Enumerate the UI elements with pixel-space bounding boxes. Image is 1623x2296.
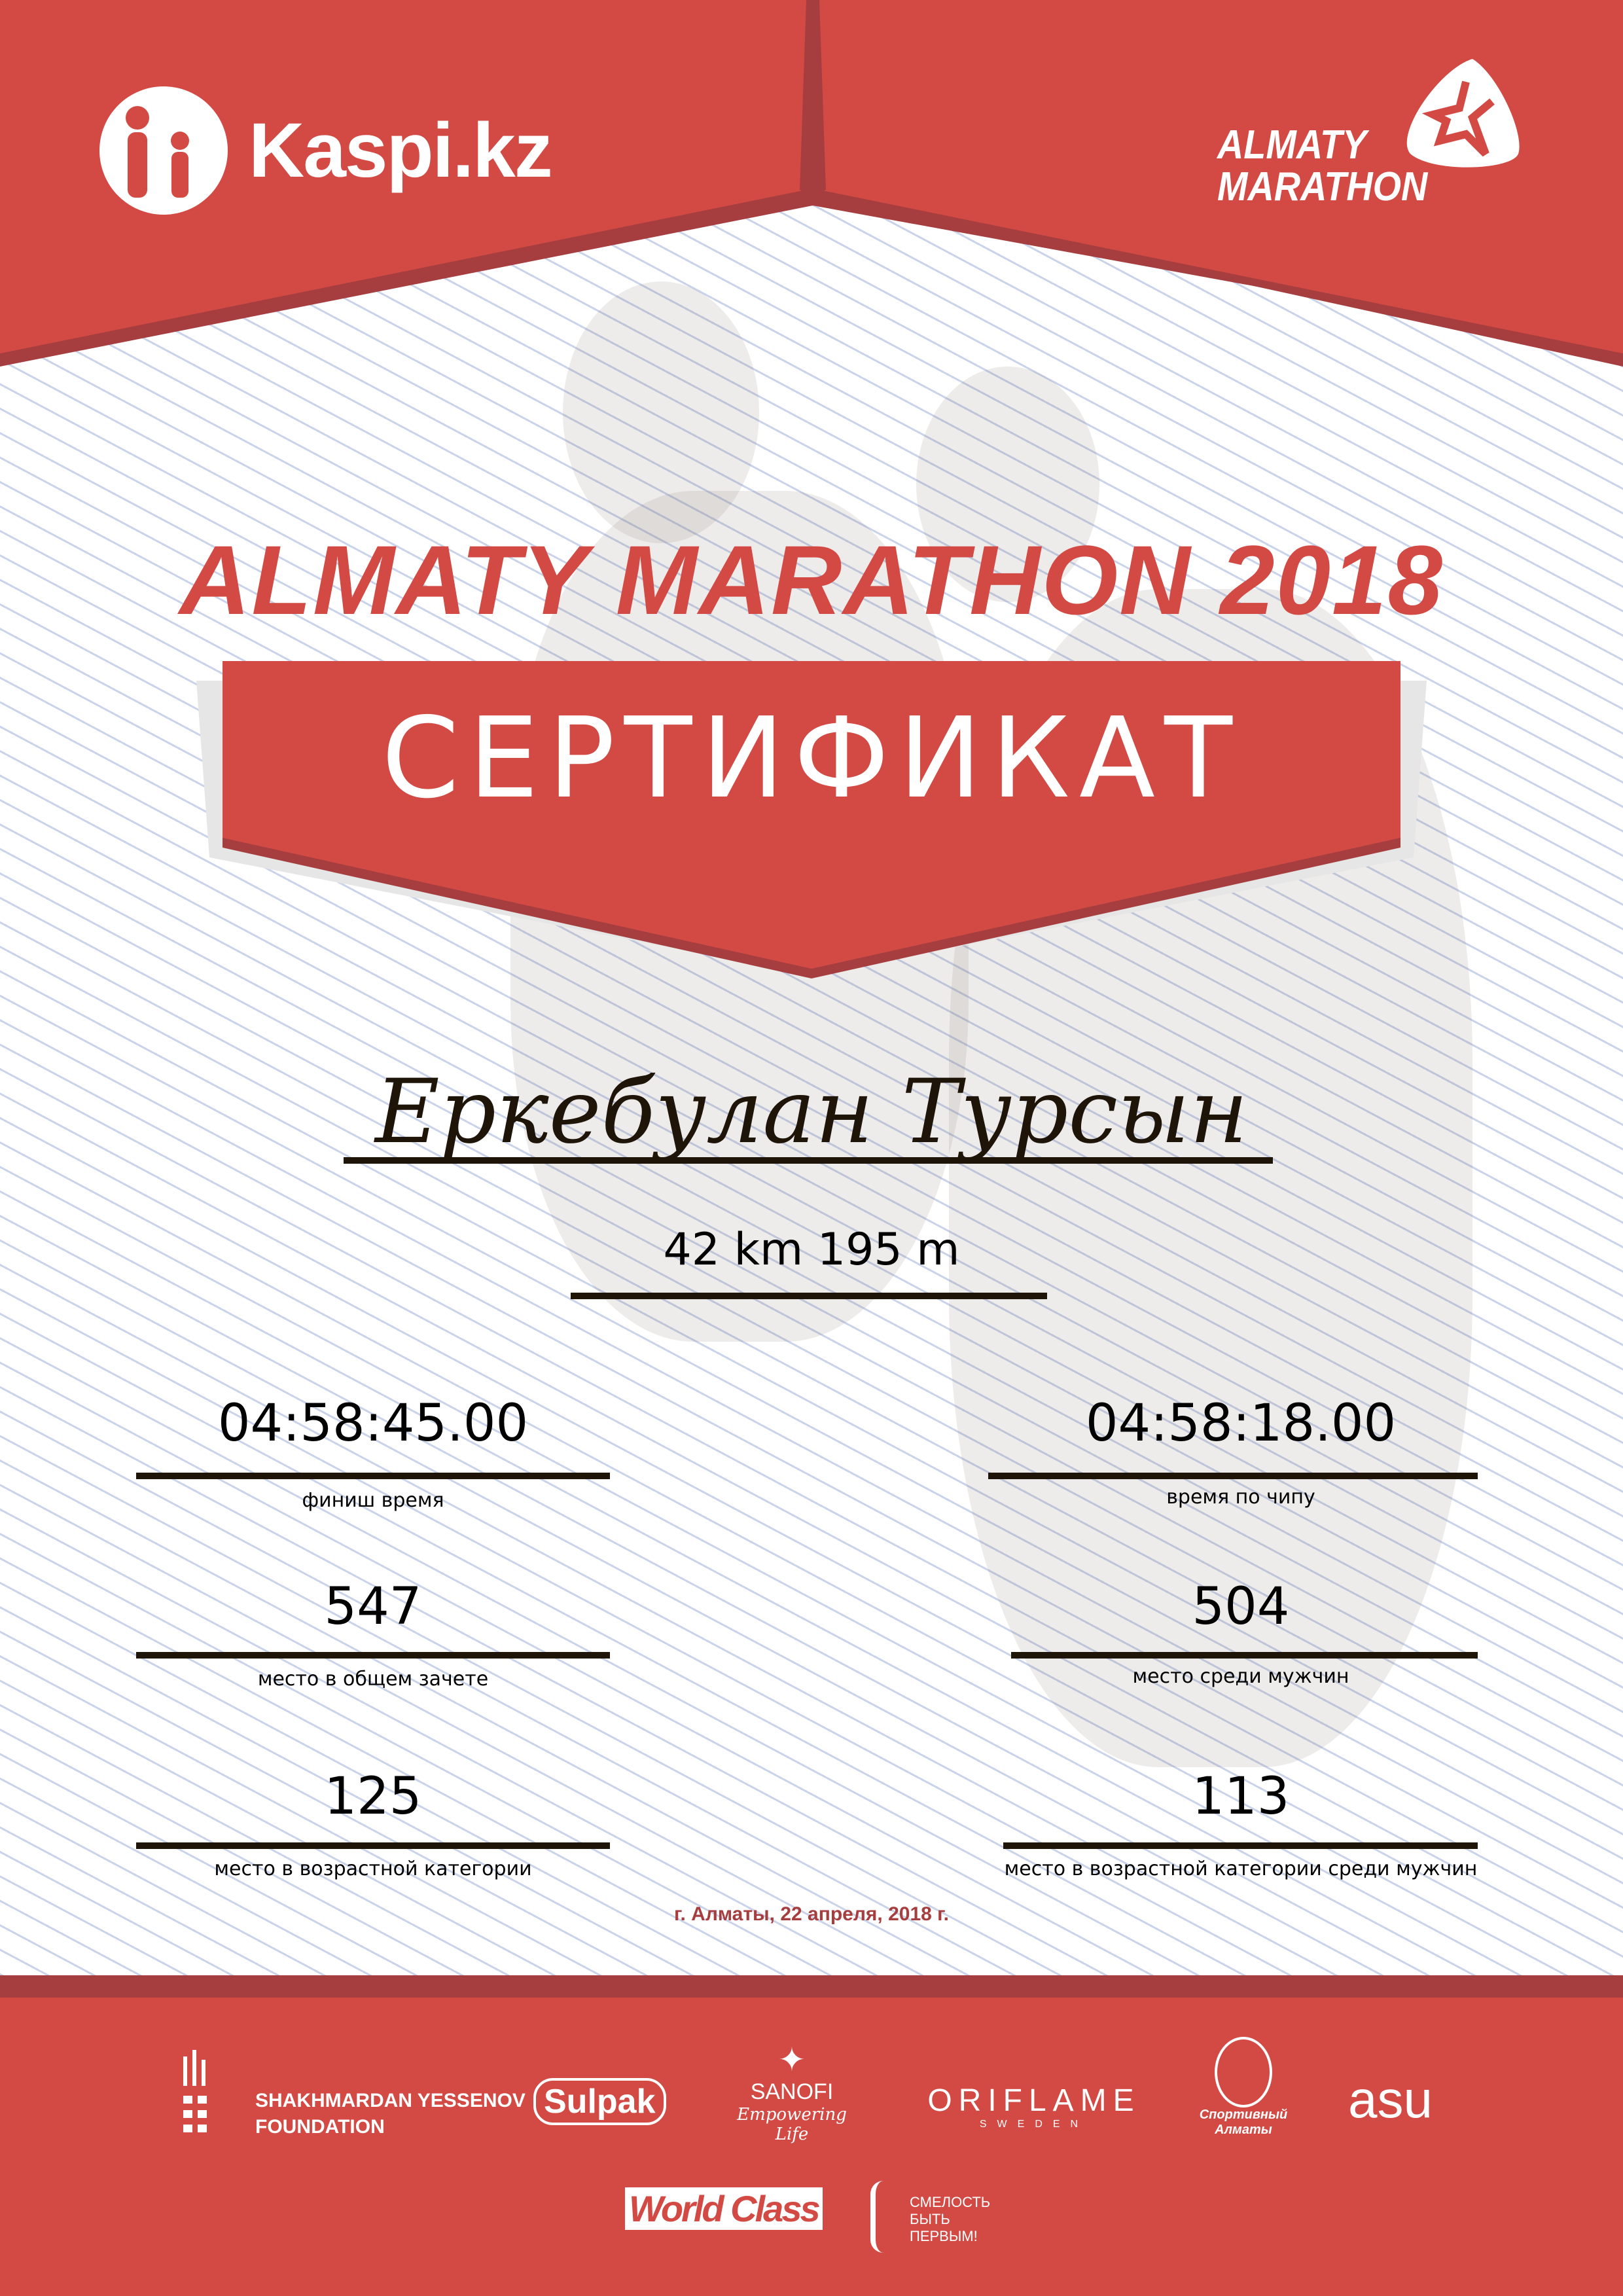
oriflame-name: ORIFLAME bbox=[927, 2083, 1141, 2118]
men-place-value: 504 bbox=[1192, 1577, 1290, 1636]
header-band bbox=[0, 0, 1623, 367]
finish-time-value: 04:58:45.00 bbox=[217, 1394, 529, 1453]
logo-line-2: MARATHON bbox=[1217, 164, 1428, 209]
fund-line-3: ПЕРВЫМ! bbox=[910, 2228, 978, 2244]
result-underline bbox=[1003, 1842, 1478, 1849]
sponsor-worldclass: World Class bbox=[625, 2187, 823, 2230]
chip-time-value: 04:58:18.00 bbox=[1085, 1394, 1397, 1453]
certificate-label: СЕРТИФИКАТ bbox=[382, 694, 1241, 823]
yessenov-bars-icon bbox=[183, 2050, 207, 2132]
age-place-label: место в возрастной категории bbox=[214, 1857, 532, 1880]
sponsor-oriflame: ORIFLAME SWEDEN bbox=[923, 2083, 1145, 2130]
background-line-pattern bbox=[0, 0, 1623, 1998]
certificate-banner bbox=[196, 661, 1427, 978]
age-men-place-label: место в возрастной категории среди мужчи… bbox=[1004, 1857, 1478, 1880]
sponsor-asu: asu bbox=[1348, 2070, 1433, 2128]
logo-line-1: ALMATY bbox=[1217, 122, 1367, 168]
sport-almaty-line-2: Алматы bbox=[1215, 2123, 1272, 2137]
sanofi-bird-icon: ✦ bbox=[778, 2041, 806, 2078]
sponsors-footer: SHAKHMARDAN YESSENOV FOUNDATION Sulpak ✦… bbox=[0, 1998, 1623, 2296]
fund-line-2: БЫТЬ bbox=[910, 2211, 950, 2227]
sanofi-tagline: Empowering Life bbox=[737, 2105, 847, 2144]
overall-place-label: место в общем зачете bbox=[257, 1668, 489, 1691]
kaspi-logo: Kaspi.kz bbox=[98, 85, 553, 216]
finish-time-label: финиш время bbox=[302, 1489, 444, 1512]
distance: 42 km 195 m bbox=[663, 1224, 960, 1276]
sponsor-yessenov: SHAKHMARDAN YESSENOV FOUNDATION bbox=[183, 2050, 526, 2138]
yessenov-line-2: FOUNDATION bbox=[255, 2116, 385, 2138]
sponsor-sport-almaty: Спортивный Алматы bbox=[1198, 2037, 1289, 2138]
event-title: ALMATY MARATHON 2018 bbox=[179, 525, 1444, 635]
overall-place-value: 547 bbox=[324, 1577, 422, 1636]
name-underline bbox=[344, 1157, 1273, 1164]
oriflame-sub: SWEDEN bbox=[979, 2119, 1089, 2130]
participant-name: Еркебулан Турсын bbox=[375, 1060, 1248, 1163]
chip-time-label: время по чипу bbox=[1166, 1486, 1315, 1509]
fund-line-1: СМЕЛОСТЬ bbox=[910, 2194, 991, 2210]
date-place: г. Алматы, 22 апреля, 2018 г. bbox=[674, 1903, 949, 1925]
sanofi-name: SANOFI bbox=[750, 2079, 834, 2104]
age-men-place-value: 113 bbox=[1192, 1767, 1290, 1826]
men-place-label: место среди мужчин bbox=[1132, 1665, 1349, 1688]
age-place-value: 125 bbox=[324, 1767, 422, 1826]
result-underline bbox=[988, 1473, 1478, 1479]
result-underline bbox=[1011, 1652, 1478, 1659]
runner-photo-man bbox=[563, 281, 759, 543]
footer-stripe bbox=[0, 1975, 1623, 1999]
sport-almaty-emblem-icon bbox=[1215, 2037, 1272, 2108]
sponsor-sulpak: Sulpak bbox=[533, 2078, 666, 2125]
sponsor-sanofi: ✦ SANOFI Empowering Life bbox=[726, 2040, 857, 2144]
runner-photo-woman bbox=[916, 367, 1099, 602]
yessenov-line-1: SHAKHMARDAN YESSENOV bbox=[255, 2090, 526, 2111]
kaspi-people-icon bbox=[99, 86, 228, 215]
result-underline bbox=[136, 1473, 610, 1479]
fund-figure-icon bbox=[870, 2181, 902, 2253]
almaty-marathon-logo: ALMATY MARATHON bbox=[1217, 56, 1525, 213]
sport-almaty-line-1: Спортивный bbox=[1199, 2108, 1288, 2122]
result-underline bbox=[136, 1652, 610, 1659]
result-underline bbox=[136, 1842, 610, 1849]
runner-icon bbox=[1406, 59, 1520, 168]
distance-underline bbox=[571, 1293, 1047, 1299]
